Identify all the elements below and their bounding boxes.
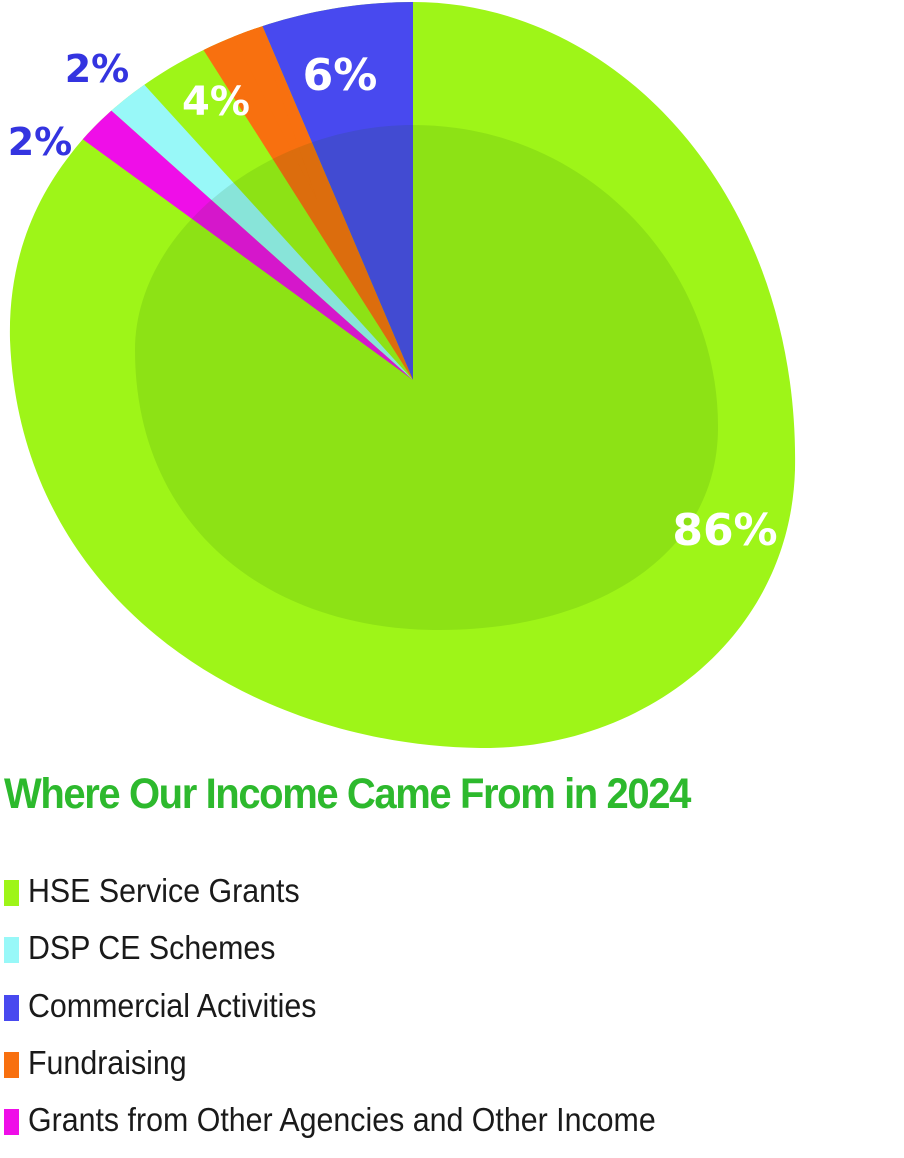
donut-chart: 6% 4% 2% 2% 86% [8, 2, 796, 749]
label-hse: 86% [672, 505, 777, 556]
legend-label: Fundraising [28, 1043, 187, 1081]
slice-fundraising [140, 2, 413, 380]
legend-label: HSE Service Grants [28, 872, 300, 909]
slice-dsp [105, 80, 413, 380]
label-commercial: 6% [303, 50, 378, 101]
legend-swatch [4, 1109, 19, 1136]
label-fundraising: 4% [182, 79, 250, 125]
legend-label: DSP CE Schemes [28, 929, 276, 967]
legend-label: Grants from Other Agencies and Other Inc… [28, 1101, 656, 1139]
legend-label: Commercial Activities [28, 986, 317, 1024]
legend-swatch [4, 1051, 19, 1078]
legend-swatch [4, 937, 19, 964]
legend-swatch [4, 880, 19, 906]
legend-swatch [4, 994, 19, 1021]
label-dsp: 2% [65, 47, 130, 91]
legend-item-other: Grants from Other Agencies and Other Inc… [4, 1101, 710, 1158]
legend-item-hse: HSE Service Grants [4, 872, 710, 929]
legend-item-dsp: DSP CE Schemes [4, 929, 710, 986]
chart-title: Where Our Income Came From in 2024 [4, 770, 691, 818]
slice-other [70, 105, 413, 380]
label-other: 2% [8, 120, 73, 164]
legend: HSE Service Grants DSP CE Schemes Commer… [4, 872, 710, 1158]
legend-item-fundraising: Fundraising [4, 1044, 710, 1101]
legend-item-commercial: Commercial Activities [4, 987, 710, 1044]
